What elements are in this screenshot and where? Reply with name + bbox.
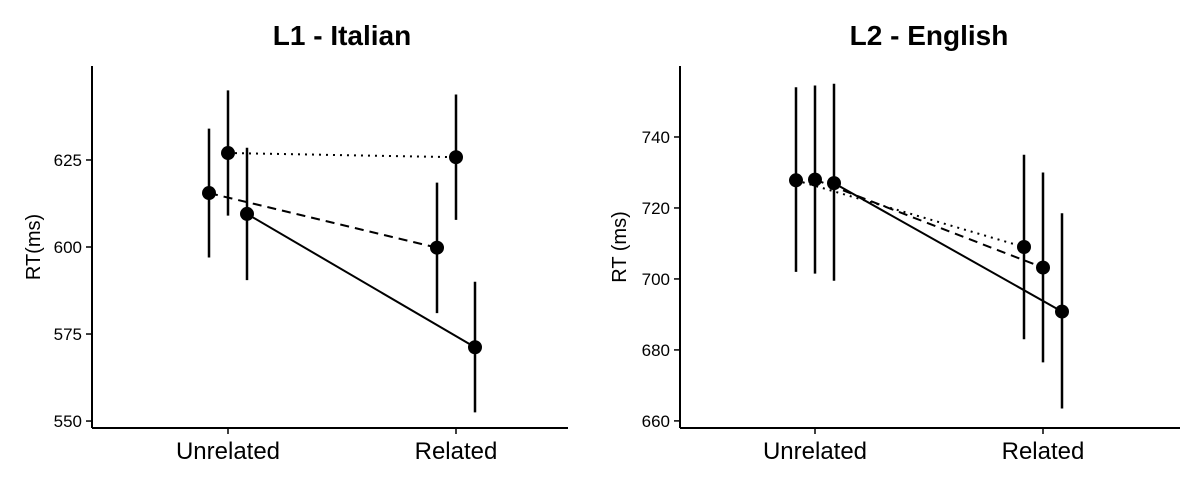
- chart-title: L2 - English: [850, 20, 1009, 51]
- y-tick-label: 575: [54, 325, 82, 344]
- data-point: [468, 340, 482, 355]
- series-line-dotted: [227, 152, 457, 159]
- data-point: [240, 206, 254, 221]
- chart-panel-l2: L2 - English RT (ms) 660 680 700 720 740 Unrela…: [600, 0, 1200, 484]
- x-tick-label: Unrelated: [176, 438, 280, 465]
- chart-l1-italian: L1 - Italian RT(ms) 550 575 600 625 Unrelated R…: [23, 20, 568, 465]
- series-line-dotted: [795, 179, 1025, 248]
- data-point: [1036, 260, 1050, 275]
- data-point: [430, 240, 444, 255]
- series-line-dashed: [208, 192, 438, 249]
- y-tick-label: 680: [642, 341, 670, 360]
- data-point: [789, 173, 803, 188]
- y-tick-label: 660: [642, 412, 670, 431]
- chart-panel-l1: L1 - Italian RT(ms) 550 575 600 625 Unrelated R…: [23, 20, 568, 465]
- data-point: [827, 176, 841, 191]
- series-line-solid: [246, 213, 476, 349]
- x-tick-label: Related: [1002, 438, 1085, 465]
- data-point: [221, 146, 235, 161]
- y-tick-label: 740: [642, 128, 670, 147]
- data-point: [1017, 240, 1031, 254]
- y-tick-label: 550: [54, 412, 82, 431]
- data-point: [808, 172, 822, 187]
- y-tick-label: 600: [54, 238, 82, 257]
- y-tick-label: 720: [642, 199, 670, 218]
- data-point: [202, 186, 216, 201]
- data-point: [1055, 304, 1069, 319]
- chart-title: L1 - Italian: [273, 20, 411, 51]
- y-axis-label: RT (ms): [609, 211, 631, 282]
- chart-l2-english: L2 - English RT (ms) 660 680 700 720 740 Unrela…: [609, 20, 1180, 465]
- x-tick-label: Unrelated: [763, 438, 867, 465]
- y-axis-label: RT(ms): [23, 214, 45, 280]
- series-line-dashed: [814, 178, 1044, 269]
- data-point: [449, 150, 463, 165]
- y-tick-label: 625: [54, 151, 82, 170]
- x-tick-label: Related: [415, 438, 498, 465]
- y-tick-label: 700: [642, 270, 670, 289]
